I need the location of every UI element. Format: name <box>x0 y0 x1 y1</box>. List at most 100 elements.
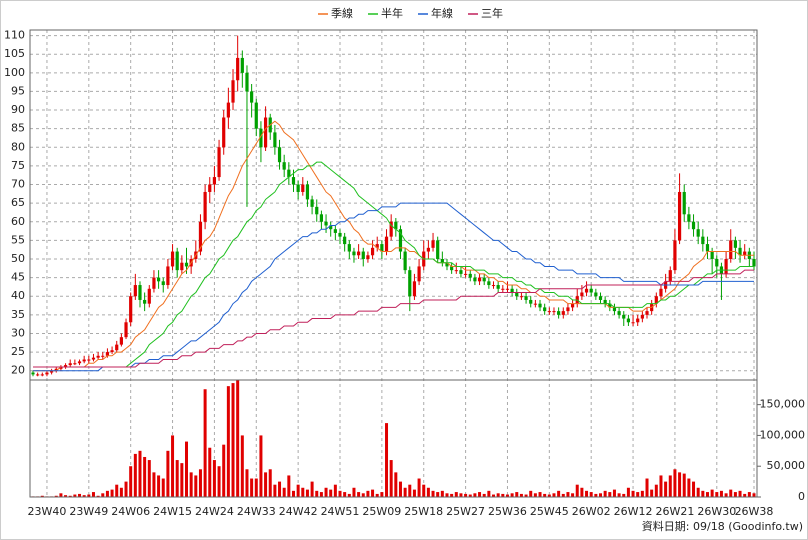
volume-bar <box>547 494 551 497</box>
volume-bar <box>194 475 198 497</box>
candle-body <box>124 322 128 338</box>
candle-body <box>315 206 319 215</box>
x-tick-label: 25W09 <box>362 505 401 518</box>
volume-bar <box>580 487 584 497</box>
candle-body <box>636 318 640 323</box>
volume-bar <box>724 493 728 497</box>
candle-body <box>357 251 361 256</box>
y-tick-label: 60 <box>11 215 25 228</box>
candle-body <box>156 277 161 282</box>
candle-body <box>445 262 449 267</box>
candle-body <box>96 355 100 358</box>
y-tick-label: 30 <box>11 326 25 339</box>
candle-body <box>408 270 412 297</box>
volume-bar <box>333 484 337 497</box>
candle-body <box>608 303 612 308</box>
volume-bar <box>682 473 686 497</box>
y-tick-label: 65 <box>11 196 25 209</box>
volume-bar <box>180 463 184 497</box>
volume-bar <box>450 493 454 497</box>
candle-body <box>240 57 244 73</box>
volume-bar <box>715 492 719 497</box>
candle-body <box>250 91 254 103</box>
candle-body <box>580 292 584 297</box>
y2-tick-label: 100,000 <box>760 428 806 441</box>
candle-body <box>119 337 123 345</box>
y2-tick-label: 0 <box>798 490 805 503</box>
source-note: 資料日期: 09/18 (Goodinfo.tw) <box>642 519 803 533</box>
candle-body <box>101 355 105 357</box>
candle-body <box>659 288 663 297</box>
x-tick-label: 26W38 <box>735 505 774 518</box>
candle-body <box>147 288 151 304</box>
candle-body <box>515 292 519 297</box>
candle-body <box>366 255 370 259</box>
plot-frame <box>29 29 758 498</box>
candle-body <box>333 229 337 233</box>
candle-body <box>412 281 417 297</box>
candle-body <box>198 221 203 252</box>
volume-bar <box>208 447 212 497</box>
x-tick-label: 25W27 <box>446 505 485 518</box>
volume-bar <box>296 484 300 497</box>
volume-bar <box>617 493 621 497</box>
candle-body <box>287 169 291 178</box>
volume-bar <box>40 495 44 497</box>
volume-bar <box>747 492 751 497</box>
candle-body <box>166 266 170 286</box>
candle-body <box>324 221 328 226</box>
volume-bar <box>357 492 361 497</box>
ma-line <box>33 161 754 368</box>
volume-bar <box>487 490 491 497</box>
candle-body <box>370 247 375 256</box>
candle-body <box>375 244 379 248</box>
x-tick-label: 24W51 <box>321 505 360 518</box>
x-tick-label: 24W33 <box>237 505 276 518</box>
volume-bar <box>473 493 477 497</box>
volume-bar <box>203 389 207 497</box>
volume-bar <box>236 380 240 497</box>
volume-bar <box>175 460 179 497</box>
candle-body <box>705 244 710 252</box>
volume-bar <box>403 487 407 497</box>
candle-body <box>143 299 147 304</box>
candle-body <box>352 251 356 256</box>
y-tick-label: 95 <box>11 84 25 97</box>
candle-body <box>398 229 403 252</box>
y-tick-label: 35 <box>11 308 25 321</box>
volume-bar <box>752 493 756 497</box>
candle-body <box>691 221 696 230</box>
volume-bar <box>668 475 672 497</box>
volume-bar <box>343 492 347 497</box>
volume-bar <box>198 469 202 497</box>
x-tick-label: 24W15 <box>153 505 192 518</box>
candle-body <box>347 244 351 252</box>
volume-bar <box>264 472 268 497</box>
volume-bar <box>147 460 151 497</box>
volume-bar <box>505 494 509 497</box>
volume-bar <box>538 492 542 497</box>
volume-bar <box>575 484 579 497</box>
volume-bar <box>598 493 602 497</box>
volume-bar <box>166 450 170 497</box>
volume-bar <box>426 487 430 497</box>
candle-body <box>82 359 86 362</box>
candle-body <box>394 221 398 230</box>
volume-bar <box>366 490 370 497</box>
volume-bar <box>129 466 133 497</box>
x-tick-label: 24W42 <box>279 505 318 518</box>
candle-body <box>598 296 603 300</box>
volume-bar <box>171 435 175 497</box>
candle-body <box>31 372 35 375</box>
volume-bar <box>468 494 472 497</box>
y2-tick-label: 50,000 <box>767 459 806 472</box>
candle-body <box>566 307 570 312</box>
candle-body <box>668 270 672 282</box>
candle-body <box>533 303 537 305</box>
candle-body <box>40 374 44 376</box>
volume-bar <box>133 453 137 497</box>
candle-body <box>584 288 589 293</box>
candle-body <box>50 370 54 373</box>
volume-bar <box>687 478 691 497</box>
